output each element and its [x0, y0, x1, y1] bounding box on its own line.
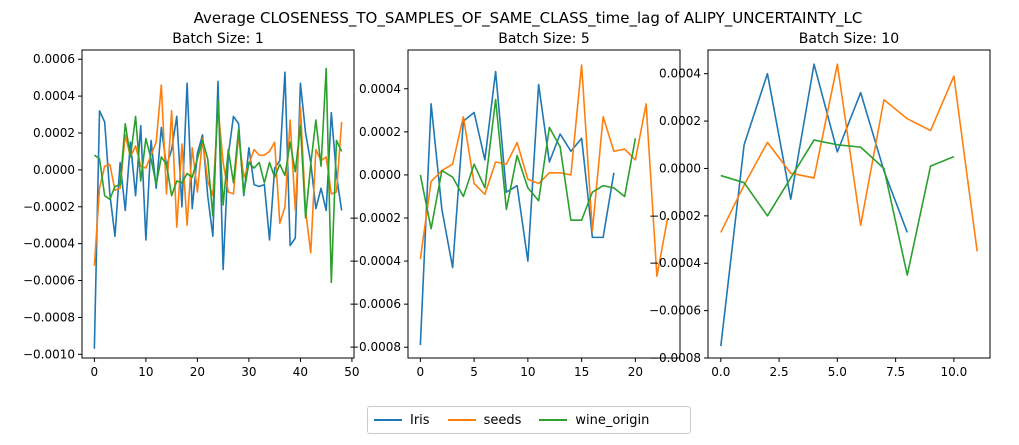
y-tick-label: −0.0006: [349, 297, 401, 311]
axes-frame: [707, 49, 991, 359]
x-tick-label: 5: [470, 365, 478, 379]
chart-title: Average CLOSENESS_TO_SAMPLES_OF_SAME_CLA…: [194, 9, 863, 28]
series-line-iris: [419, 70, 615, 346]
y-tick-label: −0.0006: [649, 304, 701, 318]
x-tick-label: 10: [138, 365, 153, 379]
series-line-seeds: [419, 64, 669, 277]
y-tick-label: 0.0004: [33, 89, 75, 103]
series-line-wine-origin: [93, 67, 343, 284]
x-tick-label: 0: [417, 365, 425, 379]
y-tick-label: −0.0004: [649, 256, 701, 270]
axes-frame: [407, 49, 681, 359]
y-tick-label: −0.0004: [23, 237, 75, 251]
y-tick-label: −0.0008: [649, 351, 701, 365]
x-tick-label: 7.5: [886, 365, 905, 379]
y-tick-label: −0.0002: [649, 209, 701, 223]
y-tick-label: 0.0000: [659, 161, 701, 175]
series-line-wine-origin: [720, 139, 955, 276]
y-tick-label: 0.0002: [33, 126, 75, 140]
x-tick-label: 40: [293, 365, 308, 379]
x-tick-label: 0: [91, 365, 99, 379]
x-tick-label: 15: [574, 365, 589, 379]
y-tick-label: 0.0004: [359, 82, 401, 96]
legend-swatch-seeds: [447, 419, 476, 421]
subplot-3: Batch Size: 10 0.0 2.5 5.0 7.5 10.0 −0.0008 −0.…: [649, 31, 991, 379]
x-tick-label: 20: [190, 365, 205, 379]
y-tick-label: 0.0000: [359, 168, 401, 182]
x-tick-label: 0.0: [711, 365, 730, 379]
legend-item-seeds: seeds: [447, 412, 522, 428]
x-tick-label: 5.0: [828, 365, 847, 379]
series-line-wine-origin: [419, 98, 637, 230]
legend-label-iris: Iris: [410, 412, 430, 428]
legend-swatch-wine-origin: [539, 419, 568, 421]
subplot-title: Batch Size: 10: [799, 31, 899, 47]
y-tick-label: −0.0006: [23, 274, 75, 288]
x-tick-label: 30: [241, 365, 256, 379]
legend-label-wine-origin: wine_origin: [575, 412, 650, 428]
axes-frame: [81, 49, 355, 359]
subplot-title: Batch Size: 1: [172, 31, 264, 47]
legend-item-wine-origin: wine_origin: [539, 413, 649, 428]
legend-label-seeds: seeds: [483, 412, 522, 428]
y-tick-label: 0.0004: [659, 67, 701, 81]
x-tick-label: 10: [520, 365, 535, 379]
legend-item-iris: Iris: [374, 413, 430, 428]
x-tick-label: 50: [344, 365, 359, 379]
y-tick-label: 0.0002: [359, 125, 401, 139]
x-tick-label: 10.0: [941, 365, 968, 379]
series-line-seeds: [720, 63, 978, 252]
legend: Iris seeds wine_origin: [367, 406, 691, 434]
y-tick-label: 0.0002: [659, 114, 701, 128]
series-line-iris: [720, 63, 909, 347]
legend-swatch-iris: [374, 419, 402, 421]
y-tick-label: −0.0004: [349, 254, 401, 268]
subplot-title: Batch Size: 5: [498, 31, 590, 47]
x-tick-label: 2.5: [770, 365, 789, 379]
y-tick-label: 0.0000: [33, 163, 75, 177]
y-tick-label: −0.0008: [23, 310, 75, 324]
y-tick-label: −0.0002: [23, 200, 75, 214]
subplot-2: Batch Size: 5 0 5 10 15 20 −0.0008 −0.0006 −0.00…: [349, 31, 681, 379]
series-line-iris: [93, 71, 343, 349]
y-tick-label: −0.0008: [349, 340, 401, 354]
y-tick-label: 0.0006: [33, 52, 75, 66]
subplot-1: Batch Size: 1 0 10 20 30 40 50 −0.0010 −0.0008 −0…: [23, 31, 360, 379]
y-tick-label: −0.0010: [23, 347, 75, 361]
y-tick-label: −0.0002: [349, 211, 401, 225]
x-tick-label: 20: [628, 365, 643, 379]
